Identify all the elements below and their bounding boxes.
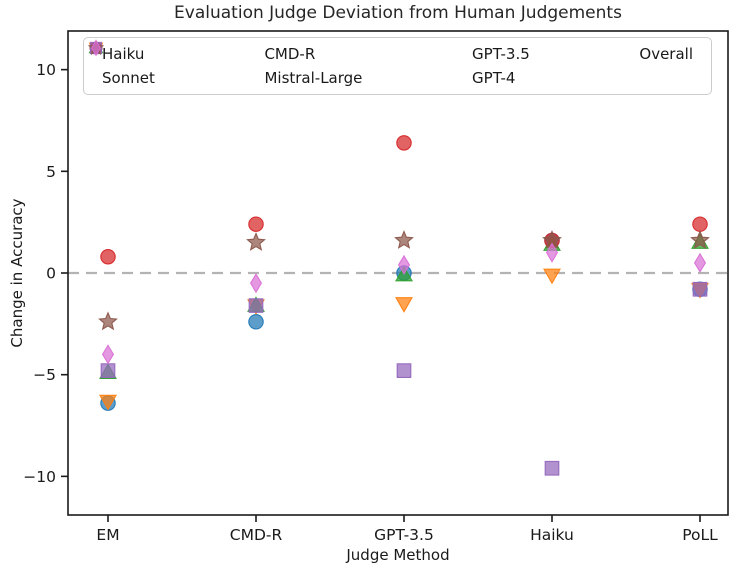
y-tick-label: −5 <box>33 366 56 384</box>
point-gpt-3.5-haiku <box>544 460 560 476</box>
diamond-icon <box>90 39 102 57</box>
legend: Haiku Sonnet CMD-R Mistral-Large GPT-3.5 GPT-… <box>83 37 712 95</box>
point-sonnet-em <box>99 394 117 411</box>
y-tick-label: −10 <box>23 468 56 486</box>
legend-item-gpt-3.5: GPT-3.5 <box>89 41 530 63</box>
legend-label: Sonnet <box>102 68 155 87</box>
y-tick-label: 0 <box>46 265 56 283</box>
legend-item-gpt-4: GPT-4 <box>87 39 530 87</box>
point-haiku-cmd-r <box>248 314 264 330</box>
legend-label: Overall <box>639 44 693 63</box>
x-tick-label: CMD-R <box>230 526 283 544</box>
point-sonnet-gpt-3.5 <box>395 297 413 313</box>
y-tick-label: 5 <box>46 163 56 181</box>
legend-label: GPT-4 <box>472 68 516 87</box>
legend-label: Mistral-Large <box>264 68 363 87</box>
y-tick-label: 10 <box>36 61 56 79</box>
point-overall-haiku <box>545 242 559 263</box>
point-overall-gpt-3.5 <box>397 254 411 275</box>
point-gpt-4-gpt-3.5 <box>394 230 414 249</box>
point-gpt-3.5-em <box>100 363 116 378</box>
point-gpt-3.5-gpt-3.5 <box>396 363 412 378</box>
chart-title: Evaluation Judge Deviation from Human Ju… <box>174 3 622 23</box>
point-overall-cmd-r <box>249 273 263 294</box>
x-axis-label: Judge Method <box>346 546 450 564</box>
legend-item-sonnet: Sonnet <box>88 42 155 87</box>
point-gpt-4-em <box>98 311 118 331</box>
point-sonnet-haiku <box>543 268 561 285</box>
point-mistral-large-em <box>100 248 116 265</box>
point-mistral-large-poll <box>692 216 708 232</box>
point-gpt-4-cmd-r <box>246 232 266 251</box>
legend-item-overall: Overall <box>90 39 693 63</box>
point-gpt-4-poll <box>690 230 710 249</box>
x-tick-label: EM <box>96 526 119 544</box>
x-tick-label: Haiku <box>530 526 574 544</box>
x-tick-label: GPT-3.5 <box>374 526 434 544</box>
point-gpt-3.5-cmd-r <box>248 298 264 313</box>
legend-item-haiku: Haiku <box>89 41 155 63</box>
x-tick-label: PoLL <box>682 526 718 544</box>
point-gpt-3.5-poll <box>692 281 708 297</box>
point-overall-em <box>101 344 115 365</box>
point-overall-poll <box>693 252 707 273</box>
legend-item-mistral-large: Mistral-Large <box>89 41 363 87</box>
legend-label: GPT-3.5 <box>472 44 530 63</box>
point-mistral-large-cmd-r <box>248 216 264 232</box>
legend-label: Haiku <box>102 44 145 63</box>
legend-label: CMD-R <box>264 44 316 63</box>
point-mistral-large-gpt-3.5 <box>396 135 412 151</box>
legend-item-cmd-r: CMD-R <box>88 40 362 63</box>
